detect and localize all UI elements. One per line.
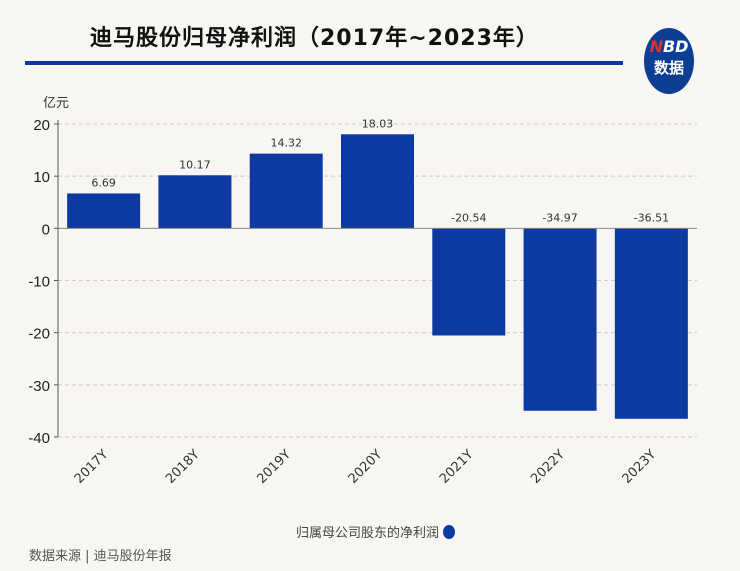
title-underline: [25, 61, 623, 65]
x-tick-label: 2019Y: [254, 447, 294, 487]
data-label: 18.03: [362, 117, 394, 130]
y-tick-label: -20: [28, 326, 50, 343]
bar: [432, 228, 506, 336]
y-tick-label: 0: [42, 221, 50, 238]
y-tick-label: -30: [28, 378, 50, 395]
x-tick-label: 2017Y: [72, 447, 112, 487]
bar: [341, 134, 414, 229]
bar: [158, 175, 232, 229]
data-label: -20.54: [451, 211, 486, 224]
bar: [67, 193, 141, 229]
bar: [523, 228, 597, 411]
y-tick-label: 20: [33, 117, 50, 134]
bar: [249, 153, 323, 229]
y-tick-label: -10: [28, 274, 50, 291]
legend: 归属母公司股东的净利润: [296, 522, 456, 541]
data-label: -36.51: [634, 211, 669, 224]
y-axis-unit: 亿元: [43, 96, 70, 111]
y-tick-label: -40: [28, 430, 50, 447]
x-tick-label: 2018Y: [163, 447, 203, 487]
y-tick-label: 10: [33, 169, 50, 186]
data-label: 10.17: [179, 158, 211, 171]
data-label: 6.69: [91, 176, 116, 189]
x-tick-label: 2021Y: [437, 447, 477, 487]
nbd-logo: NBD 数据: [644, 28, 694, 94]
x-tick-label: 2020Y: [346, 447, 386, 487]
legend-marker: [443, 524, 456, 539]
x-tick-label: 2023Y: [620, 447, 660, 487]
data-source: 数据来源 | 迪马股份年报: [29, 549, 172, 564]
chart-title: 迪马股份归母净利润（2017年~2023年）: [90, 26, 539, 51]
x-tick-label: 2022Y: [528, 447, 568, 487]
data-label: -34.97: [542, 211, 577, 224]
data-label: 14.32: [270, 137, 302, 150]
legend-label: 归属母公司股东的净利润: [296, 526, 440, 541]
bar: [614, 228, 688, 419]
